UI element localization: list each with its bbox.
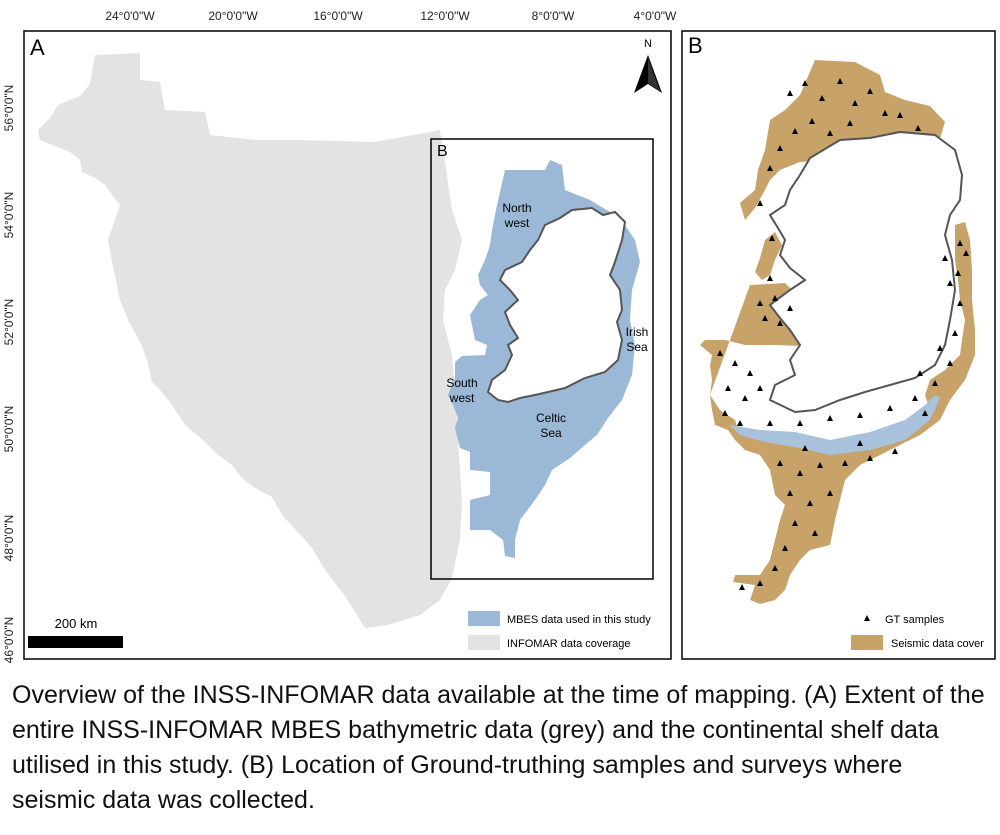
north-arrow-icon: N (634, 38, 662, 93)
legend-label: INFOMAR data coverage (507, 638, 631, 650)
region-label: Irish (626, 325, 649, 339)
legend-swatch-infomar (468, 635, 500, 650)
gt-samples (717, 78, 969, 590)
region-label: Sea (540, 426, 562, 440)
infomar-coverage (38, 53, 462, 628)
region-label: west (449, 391, 475, 405)
legend-label: MBES data used in this study (507, 614, 651, 626)
seismic-data-cover (700, 60, 975, 604)
gt-samples-triangle-icon (864, 615, 870, 621)
latitude-label: 46°0'0"N (2, 617, 16, 664)
longitude-label: 12°0'0"W (420, 9, 470, 23)
region-label: west (504, 216, 530, 230)
longitude-labels: 24°0'0"W 20°0'0"W 16°0'0"W 12°0'0"W 8°0'… (105, 9, 677, 23)
legend-a: MBES data used in this study INFOMAR dat… (468, 611, 651, 650)
legend-label: GT samples (885, 614, 945, 626)
ireland-landmass (486, 206, 627, 404)
longitude-label: 20°0'0"W (208, 9, 258, 23)
scale-bar-label: 200 km (55, 616, 98, 631)
legend-b: GT samples Seismic data cover (851, 614, 984, 650)
region-label: North (502, 201, 531, 215)
legend-label: Seismic data cover (891, 638, 984, 650)
longitude-label: 8°0'0"W (532, 9, 575, 23)
figure-caption: Overview of the INSS-INFOMAR data availa… (12, 681, 985, 814)
mbes-strip-b (730, 395, 940, 455)
legend-swatch-mbes (468, 611, 500, 626)
ireland-landmass-b (768, 130, 964, 414)
panel-b-label: B (688, 33, 703, 58)
legend-swatch-seismic (851, 635, 883, 650)
region-label: Sea (626, 340, 648, 354)
latitude-label: 52°0'0"N (2, 299, 16, 346)
panel-a-label: A (30, 35, 45, 60)
latitude-label: 54°0'0"N (2, 192, 16, 239)
scale-bar: 200 km (28, 616, 123, 648)
latitude-label: 56°0'0"N (2, 85, 16, 132)
longitude-label: 16°0'0"W (313, 9, 363, 23)
region-label: South (446, 376, 477, 390)
svg-text:N: N (644, 38, 652, 50)
inset-b-label: B (437, 143, 448, 160)
longitude-label: 4°0'0"W (634, 9, 677, 23)
latitude-label: 48°0'0"N (2, 515, 16, 562)
inset-b-frame (430, 138, 654, 580)
figure: 24°0'0"W 20°0'0"W 16°0'0"W 12°0'0"W 8°0'… (2, 9, 996, 664)
latitude-labels: 56°0'0"N 54°0'0"N 52°0'0"N 50°0'0"N 48°0… (2, 85, 16, 664)
panel-b: B (681, 30, 996, 660)
region-label: Celtic (536, 411, 566, 425)
longitude-label: 24°0'0"W (105, 9, 155, 23)
panel-a: B North west South west Irish Sea Celtic… (23, 30, 672, 660)
region-labels: North west South west Irish Sea Celtic S… (446, 201, 648, 440)
latitude-label: 50°0'0"N (2, 406, 16, 453)
